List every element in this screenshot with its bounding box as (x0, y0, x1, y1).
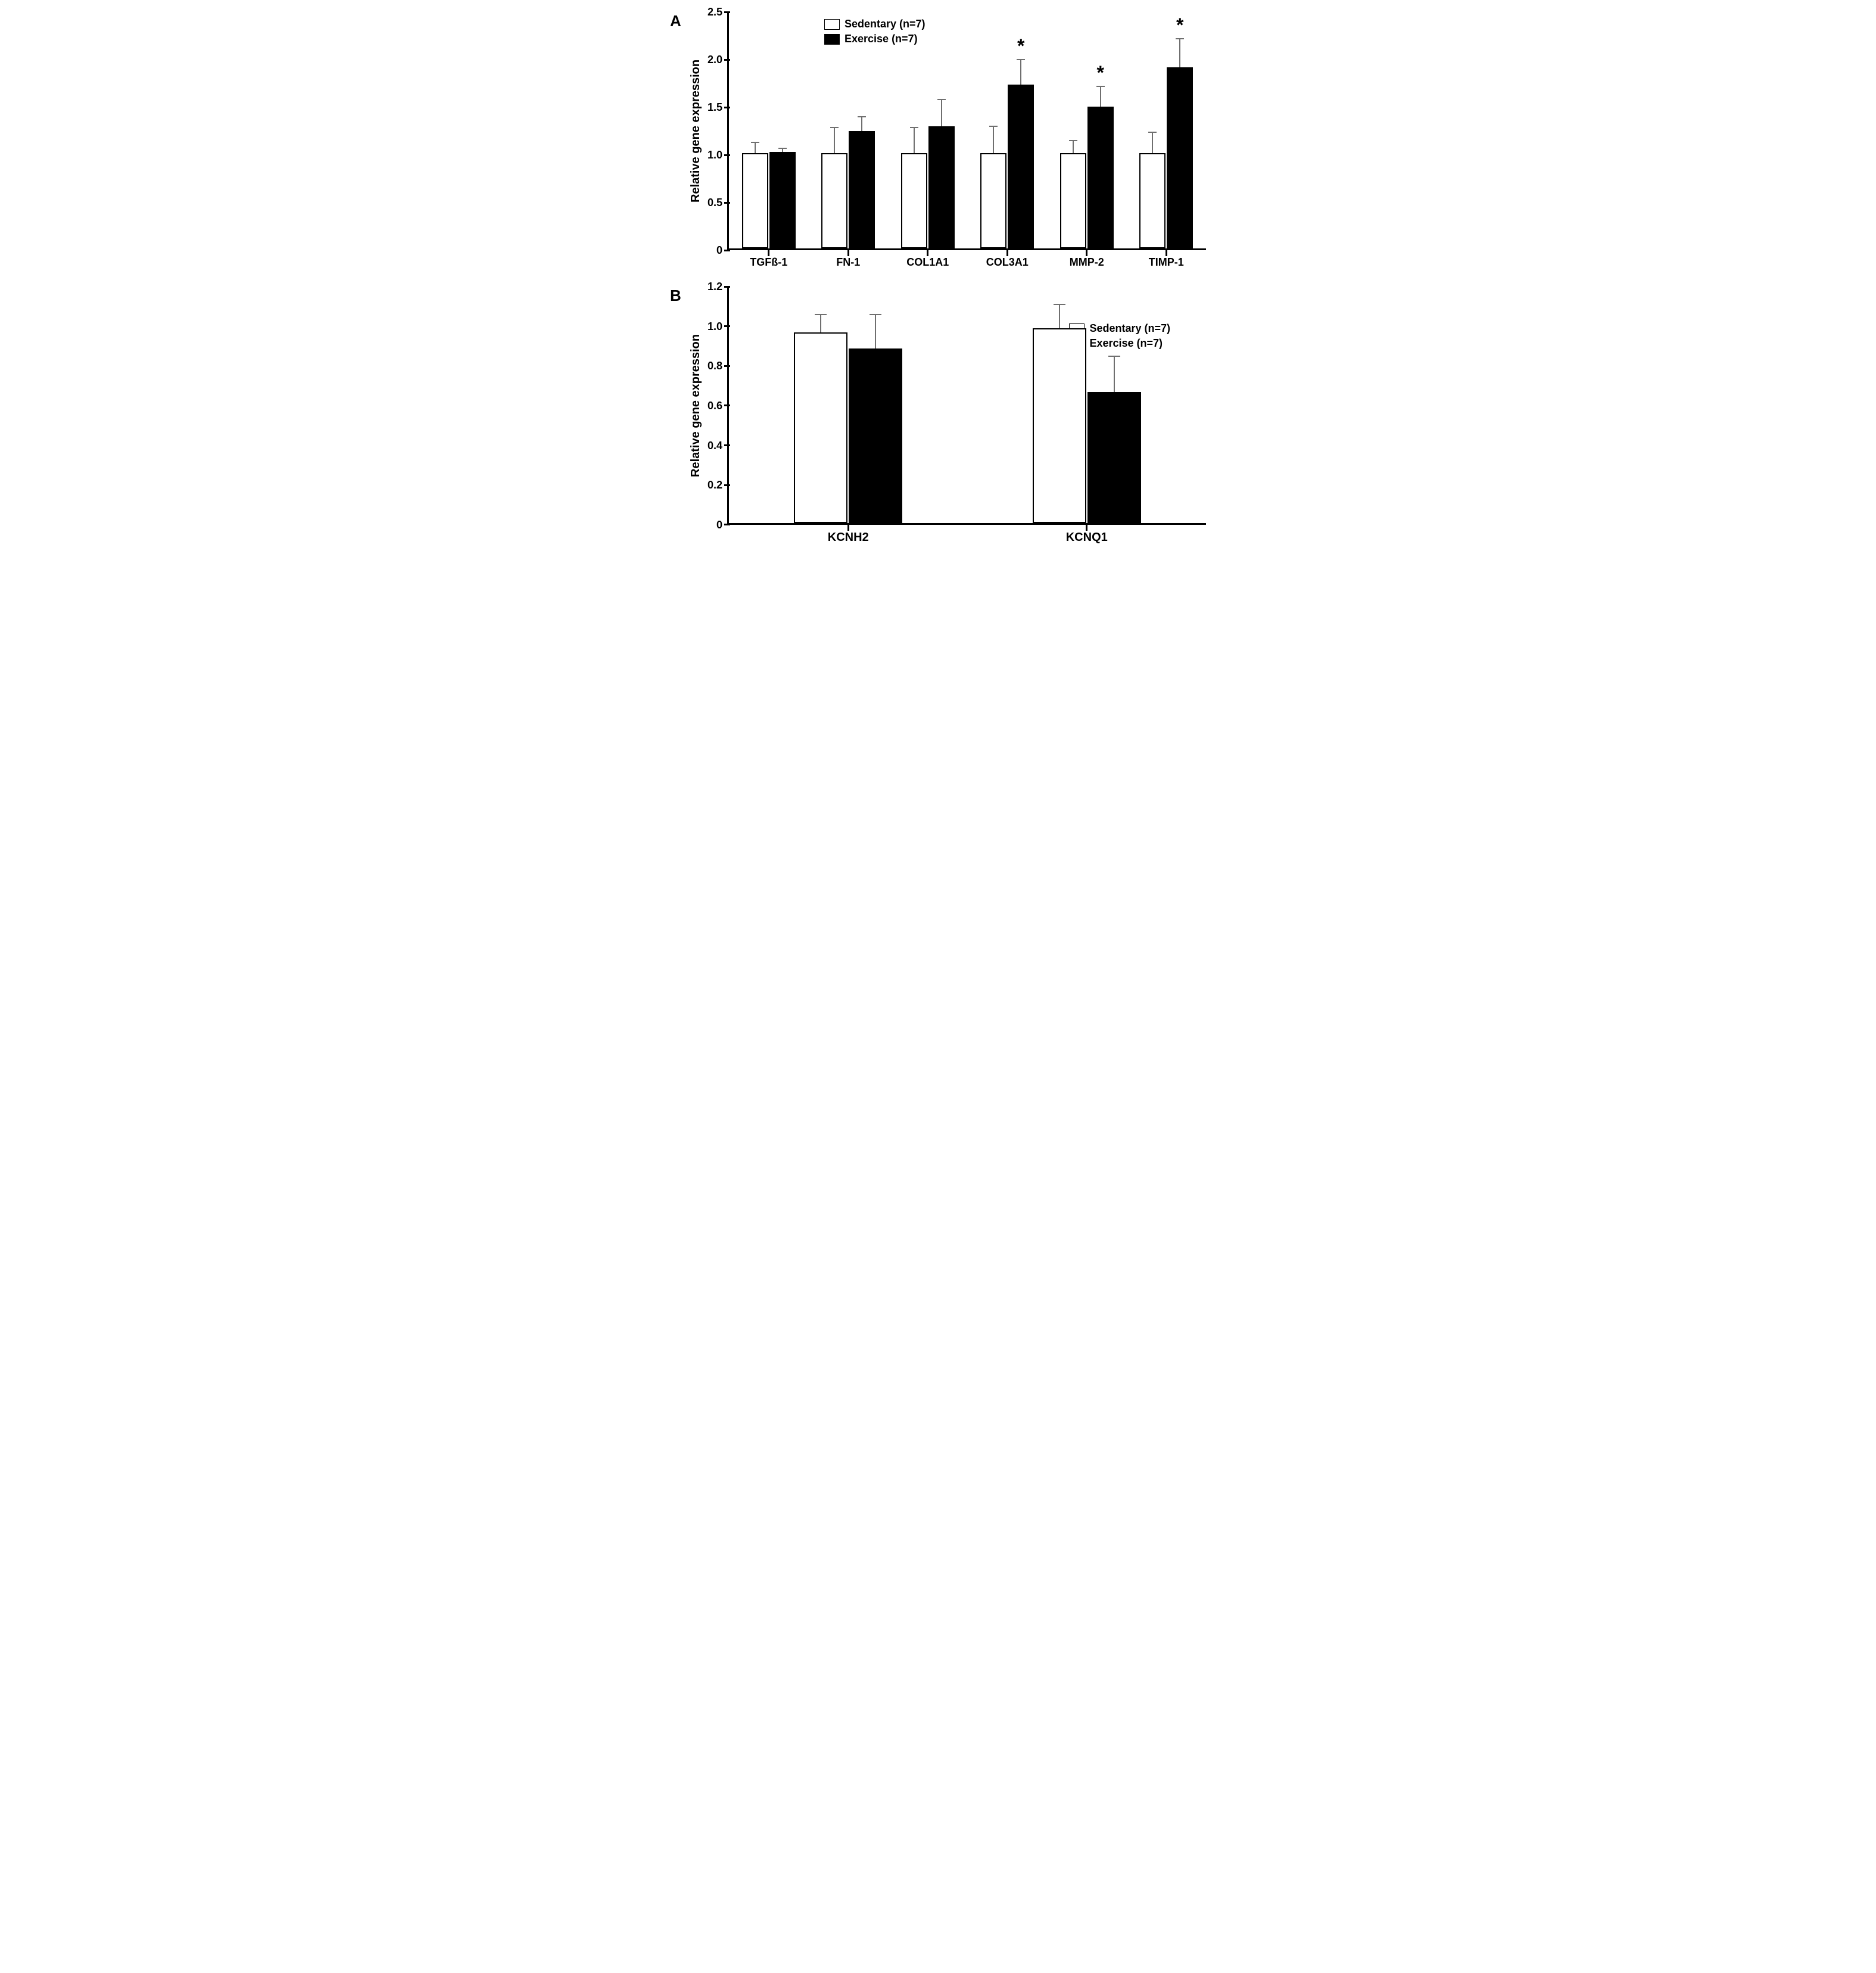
significance-marker: * (1176, 14, 1183, 36)
panel-a-yaxis: 2.52.01.51.00.50 (703, 12, 729, 250)
panel-b-yaxis: 1.21.00.80.60.40.20 (703, 287, 729, 525)
bar-group: * (1127, 12, 1207, 248)
bar-group (729, 12, 809, 248)
bar-exercise (1167, 67, 1193, 248)
bar-group (888, 12, 968, 248)
bar-holder (849, 12, 875, 248)
bar-holder (1139, 12, 1166, 248)
bar-holder (928, 12, 955, 248)
bar-holder (769, 12, 796, 248)
bar-holder (794, 287, 847, 523)
bar-group (729, 287, 968, 523)
xlabel: MMP-2 (1047, 250, 1127, 269)
bar-exercise (849, 131, 875, 248)
panel-a: A Relative gene expression 2.52.01.51.00… (670, 12, 1206, 269)
xlabel: COL3A1 (968, 250, 1048, 269)
bar-sedentary (1033, 328, 1086, 523)
bar-sedentary (794, 332, 847, 523)
significance-marker: * (1097, 62, 1104, 84)
bar-holder: * (1008, 12, 1034, 248)
panel-b-label: B (670, 287, 681, 305)
xlabel: FN-1 (809, 250, 889, 269)
xlabel: TGFß-1 (729, 250, 809, 269)
panel-a-label: A (670, 12, 681, 30)
xlabel: TIMP-1 (1127, 250, 1207, 269)
bar-sedentary (1060, 153, 1086, 248)
bar-holder (980, 12, 1006, 248)
bar-holder (1087, 287, 1141, 523)
bar-group: * (968, 12, 1048, 248)
panel-b-xaxis: KCNH2KCNQ1 (729, 525, 1206, 544)
xlabel: KCNH2 (729, 525, 968, 544)
xlabel: KCNQ1 (968, 525, 1207, 544)
bar-holder (1060, 12, 1086, 248)
bar-holder (1033, 287, 1086, 523)
panel-b: B Relative gene expression 1.21.00.80.60… (670, 287, 1206, 544)
panel-b-ylabel: Relative gene expression (687, 287, 703, 525)
bar-sedentary (821, 153, 847, 248)
bar-holder (821, 12, 847, 248)
panel-a-ylabel: Relative gene expression (687, 12, 703, 250)
bar-exercise (1008, 85, 1034, 248)
bar-group (809, 12, 889, 248)
bar-exercise (928, 126, 955, 248)
bar-exercise (1087, 392, 1141, 523)
bar-group: * (1047, 12, 1127, 248)
bar-exercise (849, 348, 902, 523)
bar-holder: * (1087, 12, 1114, 248)
bar-exercise (769, 152, 796, 248)
bar-holder (742, 12, 768, 248)
panel-b-plot: Sedentary (n=7)Exercise (n=7) (729, 287, 1206, 525)
panel-a-xaxis: TGFß-1FN-1COL1A1COL3A1MMP-2TIMP-1 (729, 250, 1206, 269)
xlabel: COL1A1 (888, 250, 968, 269)
bar-holder: * (1167, 12, 1193, 248)
panel-a-plot: Sedentary (n=7)Exercise (n=7) *** (729, 12, 1206, 250)
significance-marker: * (1017, 35, 1024, 57)
bar-holder (901, 12, 927, 248)
bar-exercise (1087, 107, 1114, 248)
bar-group (968, 287, 1207, 523)
bar-sedentary (742, 153, 768, 248)
bar-sedentary (1139, 153, 1166, 248)
bar-sedentary (980, 153, 1006, 248)
figure: A Relative gene expression 2.52.01.51.00… (670, 12, 1206, 544)
bar-holder (849, 287, 902, 523)
bar-sedentary (901, 153, 927, 248)
